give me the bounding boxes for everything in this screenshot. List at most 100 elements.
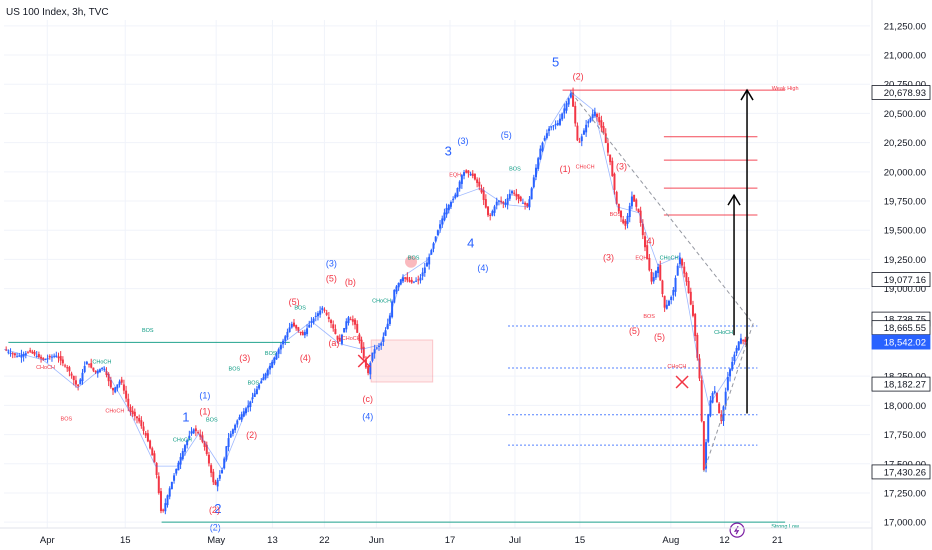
candle-body bbox=[266, 369, 269, 376]
candle-body bbox=[742, 340, 745, 342]
chart-title: US 100 Index, 3h, TVC bbox=[6, 7, 109, 18]
candle-body bbox=[170, 481, 173, 490]
candle-body bbox=[290, 323, 293, 328]
candle-body bbox=[16, 356, 19, 358]
candle-body bbox=[284, 336, 287, 341]
candle-body bbox=[74, 380, 77, 385]
candle-body bbox=[556, 123, 559, 125]
candle-body bbox=[441, 218, 444, 225]
candle-body bbox=[231, 429, 234, 434]
candle-body bbox=[77, 384, 80, 387]
candle-body bbox=[216, 479, 219, 487]
candle-body bbox=[615, 191, 618, 204]
candle-body bbox=[181, 451, 184, 460]
candle-body bbox=[303, 331, 306, 336]
candle-body bbox=[569, 93, 572, 98]
candle-body bbox=[179, 456, 182, 465]
candle-body bbox=[7, 351, 10, 353]
candle-body bbox=[279, 345, 282, 350]
candle-body bbox=[349, 319, 352, 321]
candle-body bbox=[519, 196, 522, 202]
candle-body bbox=[639, 210, 642, 224]
candle-body bbox=[674, 277, 677, 292]
candle-body bbox=[55, 355, 58, 358]
candle-body bbox=[502, 201, 505, 204]
wave-label: (3) bbox=[326, 258, 337, 268]
candle-body bbox=[604, 133, 607, 144]
candle-body bbox=[146, 433, 149, 442]
candle-body bbox=[96, 370, 99, 374]
y-tick-label: 21,250.00 bbox=[884, 21, 926, 32]
level-layer bbox=[8, 89, 786, 523]
candle-body bbox=[247, 405, 250, 408]
y-tick-label: 17,250.00 bbox=[884, 488, 926, 499]
structure-label: CHoCH bbox=[660, 255, 679, 261]
candle-body bbox=[367, 366, 370, 374]
candle-body bbox=[517, 194, 520, 199]
candle-body bbox=[637, 208, 640, 212]
candle-body bbox=[192, 429, 195, 434]
candle-body bbox=[722, 406, 725, 422]
candle-body bbox=[332, 324, 335, 329]
structure-label: EQH bbox=[635, 255, 647, 261]
candle-body bbox=[120, 379, 123, 383]
candle-body bbox=[602, 126, 605, 134]
invalidation-mark bbox=[675, 375, 689, 389]
price-label-box bbox=[871, 464, 931, 480]
candle-body bbox=[384, 330, 387, 336]
zone-marker bbox=[405, 255, 418, 268]
candle-body bbox=[112, 388, 115, 391]
candle-body bbox=[253, 393, 256, 397]
y-tick-label: 20,250.00 bbox=[884, 138, 926, 149]
candle-body bbox=[301, 331, 304, 336]
candle-body bbox=[240, 414, 243, 420]
candle-body bbox=[212, 471, 215, 483]
candle-body bbox=[506, 198, 509, 205]
price-label-box bbox=[871, 320, 931, 336]
candle-body bbox=[214, 481, 217, 485]
candle-body bbox=[729, 369, 732, 377]
candle-body bbox=[530, 188, 533, 200]
candle-body bbox=[391, 301, 394, 318]
candle-body bbox=[197, 432, 200, 434]
candle-body bbox=[122, 384, 125, 391]
candle-body bbox=[260, 381, 263, 383]
candle-body bbox=[103, 368, 106, 370]
x-tick-label: 12 bbox=[719, 535, 730, 546]
candle-body bbox=[541, 142, 544, 151]
candle-body bbox=[421, 272, 424, 277]
y-tick-label: 19,750.00 bbox=[884, 197, 926, 208]
projection-wedge bbox=[570, 92, 754, 473]
candle-body bbox=[550, 126, 553, 128]
candle-body bbox=[347, 317, 350, 324]
candle-body bbox=[94, 370, 97, 373]
candle-body bbox=[663, 295, 666, 308]
wave-label: (3) bbox=[616, 161, 627, 171]
candle-body bbox=[319, 310, 322, 315]
y-tick-label: 21,000.00 bbox=[884, 51, 926, 62]
candle-body bbox=[443, 212, 446, 221]
candle-body bbox=[628, 205, 631, 218]
candle-body bbox=[689, 291, 692, 305]
candle-body bbox=[532, 177, 535, 188]
candle-body bbox=[37, 354, 40, 358]
candle-body bbox=[166, 495, 169, 506]
candle-body bbox=[46, 358, 49, 360]
candle-body bbox=[683, 266, 686, 274]
candle-body bbox=[657, 266, 660, 274]
candle-body bbox=[558, 118, 561, 125]
price-label-text: 18,542.02 bbox=[884, 338, 926, 349]
candle-body bbox=[587, 121, 590, 124]
lightning-glyph bbox=[733, 525, 740, 535]
candle-body bbox=[410, 279, 413, 283]
candle-body bbox=[436, 230, 439, 236]
candle-body bbox=[155, 463, 158, 475]
candle-body bbox=[687, 280, 690, 294]
candle-body bbox=[223, 458, 226, 469]
candle-body bbox=[85, 361, 88, 365]
candle-body bbox=[694, 313, 697, 337]
candle-body bbox=[489, 214, 492, 216]
wave-label: 4 bbox=[467, 236, 474, 251]
candle-body bbox=[9, 352, 12, 354]
